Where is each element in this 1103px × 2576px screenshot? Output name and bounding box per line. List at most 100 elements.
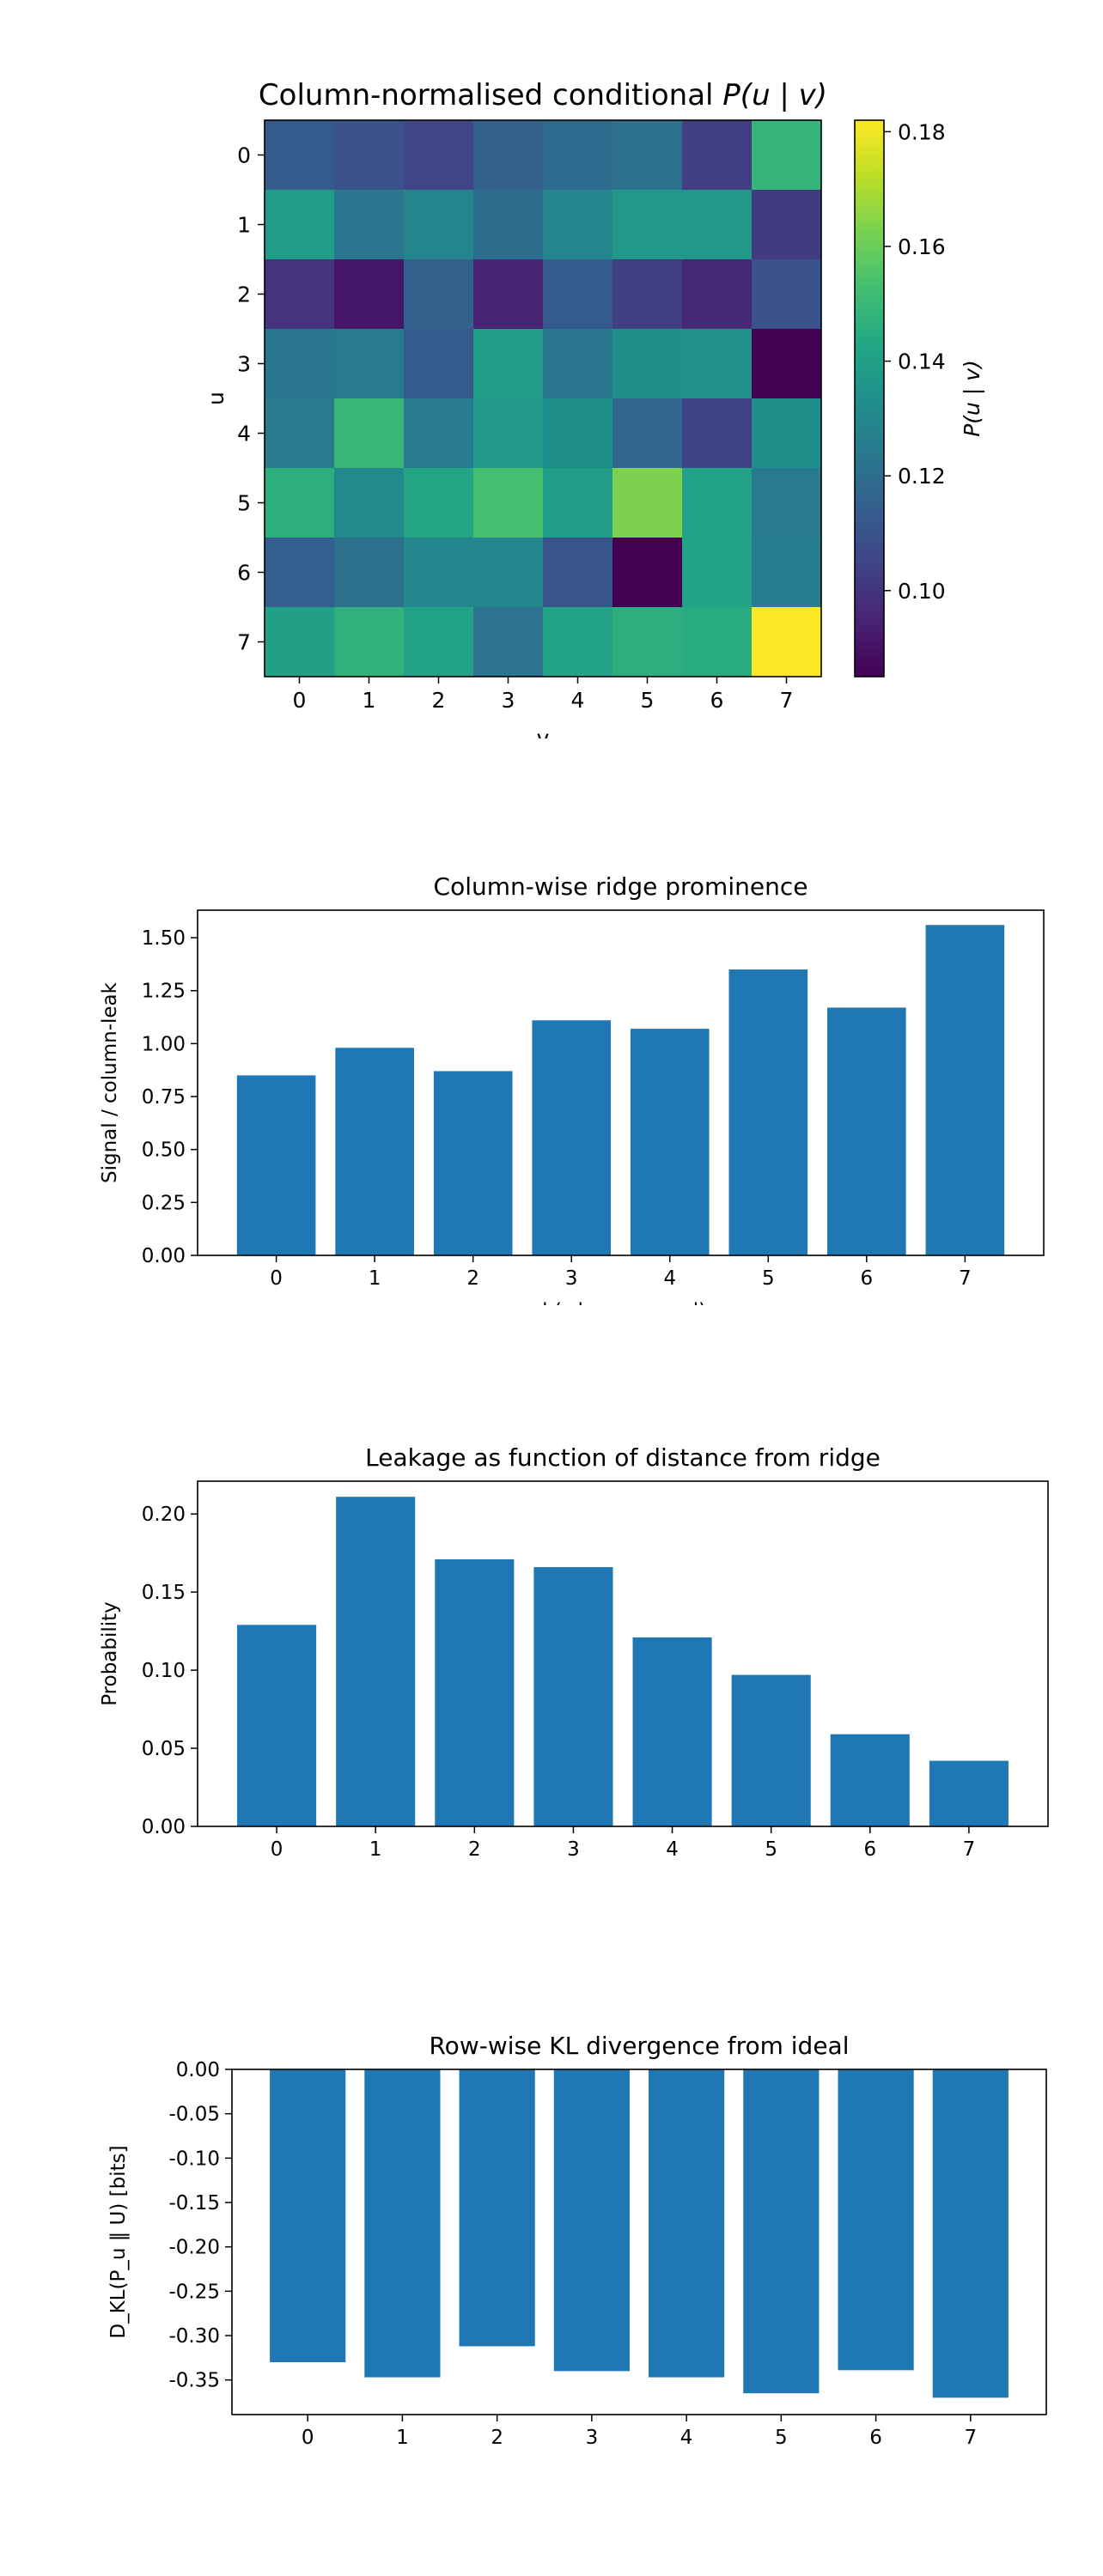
x-tick-label: 6 — [869, 2427, 882, 2449]
y-tick-label: 0 — [237, 143, 251, 168]
x-tick-label: 2 — [491, 2427, 503, 2449]
y-tick-label: -0.30 — [168, 2325, 220, 2348]
chart-title: Column-normalised conditional P(u | v) — [259, 78, 827, 112]
chart-title: Leakage as function of distance from rid… — [365, 1443, 881, 1472]
heatmap-cell-r5-c2 — [404, 468, 474, 538]
heatmap-cell-r7-c0 — [265, 607, 335, 677]
y-tick-label: 0.15 — [142, 1582, 186, 1604]
leakage-chart: Leakage as function of distance from rid… — [99, 1443, 1049, 1893]
bar-2 — [433, 1071, 513, 1255]
colorbar-tick-label: 0.16 — [898, 234, 946, 259]
bar-0 — [237, 1625, 317, 1826]
y-tick-label: 6 — [237, 561, 251, 586]
y-tick-label: 0.20 — [142, 1504, 186, 1526]
bar-5 — [731, 1674, 811, 1826]
x-tick-label: 0 — [302, 2427, 314, 2449]
ridge-prominence-figure: Column-wise ridge prominence 0 1 2 3 4 5 6 7 d (w… — [0, 824, 1103, 1322]
x-tick-label: 2 — [432, 688, 446, 713]
y-tick-label: 0.10 — [142, 1660, 186, 1682]
heatmap-cell-r4-c6 — [682, 398, 753, 469]
heatmap-cell-r7-c7 — [752, 607, 822, 677]
x-tick-label: 5 — [775, 2427, 788, 2449]
heatmap-cell-r7-c1 — [334, 607, 405, 677]
bar-2 — [435, 1558, 515, 1826]
x-tick-label: 6 — [710, 688, 724, 713]
y-tick-label: 4 — [237, 422, 251, 447]
y-tick-label: -0.35 — [168, 2370, 220, 2392]
heatmap-cell-r2-c4 — [543, 259, 613, 330]
bar-4 — [630, 1029, 710, 1255]
heatmap-cell-r2-c3 — [473, 259, 544, 330]
x-tick-label: 4 — [680, 2427, 693, 2449]
heatmap-cell-r1-c0 — [265, 190, 335, 260]
bar-4 — [649, 2069, 725, 2378]
x-tick-label: 3 — [567, 1838, 580, 1861]
heatmap-cell-r0-c6 — [682, 120, 753, 191]
heatmap-cell-r1-c1 — [334, 190, 405, 260]
x-tick-label: 5 — [765, 1838, 777, 1861]
bar-0 — [236, 1075, 316, 1255]
heatmap-cell-r6-c3 — [473, 538, 544, 608]
heatmap-cell-r1-c3 — [473, 190, 544, 260]
x-tick-label: 1 — [369, 1267, 381, 1290]
heatmap-cell-r5-c5 — [612, 468, 683, 538]
heatmap-cell-r3-c2 — [404, 329, 474, 399]
heatmap-cell-r7-c6 — [682, 607, 753, 677]
y-tick-label: -0.20 — [168, 2237, 220, 2259]
colorbar-tick-label: 0.10 — [898, 579, 946, 604]
heatmap-cell-r5-c6 — [682, 468, 753, 538]
heatmap-cell-r4-c7 — [752, 398, 822, 469]
heatmap-figure: Column-normalised conditional P(u | v) 0 1… — [0, 0, 1103, 750]
y-axis-label: Signal / column-leak — [99, 981, 121, 1183]
bar-5 — [728, 969, 808, 1255]
y-axis-label: u — [204, 392, 229, 405]
x-axis-label: d (where u=v=d) — [535, 1300, 706, 1305]
heatmap-cell-r1-c5 — [612, 190, 683, 260]
x-tick-label: 6 — [863, 1838, 876, 1861]
heatmap-cell-r2-c1 — [334, 259, 405, 330]
bar-7 — [932, 2069, 1009, 2398]
kl-divergence-figure: Row-wise KL divergence from ideal 0 1 2 3 4 5 6… — [0, 1975, 1103, 2482]
heatmap-cell-r5-c1 — [334, 468, 405, 538]
heatmap-cell-r4-c1 — [334, 398, 405, 469]
colorbar-tick-label: 0.12 — [898, 464, 946, 489]
x-tick-label: 5 — [641, 688, 655, 713]
heatmap-cell-r4-c3 — [473, 398, 544, 469]
heatmap-cell-r3-c7 — [752, 329, 822, 399]
x-tick-label: 1 — [396, 2427, 409, 2449]
heatmap-cell-r0-c2 — [404, 120, 474, 191]
bar-6 — [827, 1007, 906, 1255]
heatmap-cell-r6-c0 — [265, 538, 335, 608]
y-tick-label: -0.05 — [168, 2104, 220, 2126]
heatmap-cell-r4-c2 — [404, 398, 474, 469]
plot-frame — [197, 909, 1045, 1256]
heatmap-chart: Column-normalised conditional P(u | v) 0 1… — [204, 78, 984, 750]
heatmap-cell-r2-c7 — [752, 259, 822, 330]
heatmap-frame — [264, 119, 822, 677]
heatmap-cell-r4-c4 — [543, 398, 613, 469]
heatmap-cell-r0-c0 — [265, 120, 335, 191]
bar-7 — [929, 1760, 1009, 1826]
colorbar-tick-label: 0.14 — [898, 349, 946, 374]
kl-divergence-chart: Row-wise KL divergence from ideal 0 1 2 3 4 5 6… — [107, 2032, 1047, 2482]
heatmap-cell-r2-c6 — [682, 259, 753, 330]
x-tick-label: 2 — [468, 1838, 481, 1861]
heatmap-cell-r1-c7 — [752, 190, 822, 260]
x-axis-label: v — [537, 726, 550, 738]
y-tick-label: 7 — [237, 630, 251, 655]
colorbar-label: P(u | v) — [960, 360, 984, 437]
y-tick-label: 3 — [237, 352, 251, 377]
x-tick-label: 3 — [586, 2427, 599, 2449]
heatmap-cell-r6-c1 — [334, 538, 405, 608]
heatmap-cell-r6-c7 — [752, 538, 822, 608]
bar-1 — [336, 1497, 416, 1826]
y-tick-label: 0.00 — [176, 2059, 220, 2081]
bar-1 — [364, 2069, 441, 2378]
heatmap-cell-r0-c5 — [612, 120, 683, 191]
colorbar-tick-label: 0.18 — [898, 119, 946, 144]
heatmap-cell-r4-c0 — [265, 398, 335, 469]
y-tick-label: 0.75 — [142, 1086, 186, 1109]
heatmap-cell-r3-c5 — [612, 329, 683, 399]
x-tick-label: 7 — [964, 2427, 977, 2449]
heatmap-cell-r2-c2 — [404, 259, 474, 330]
